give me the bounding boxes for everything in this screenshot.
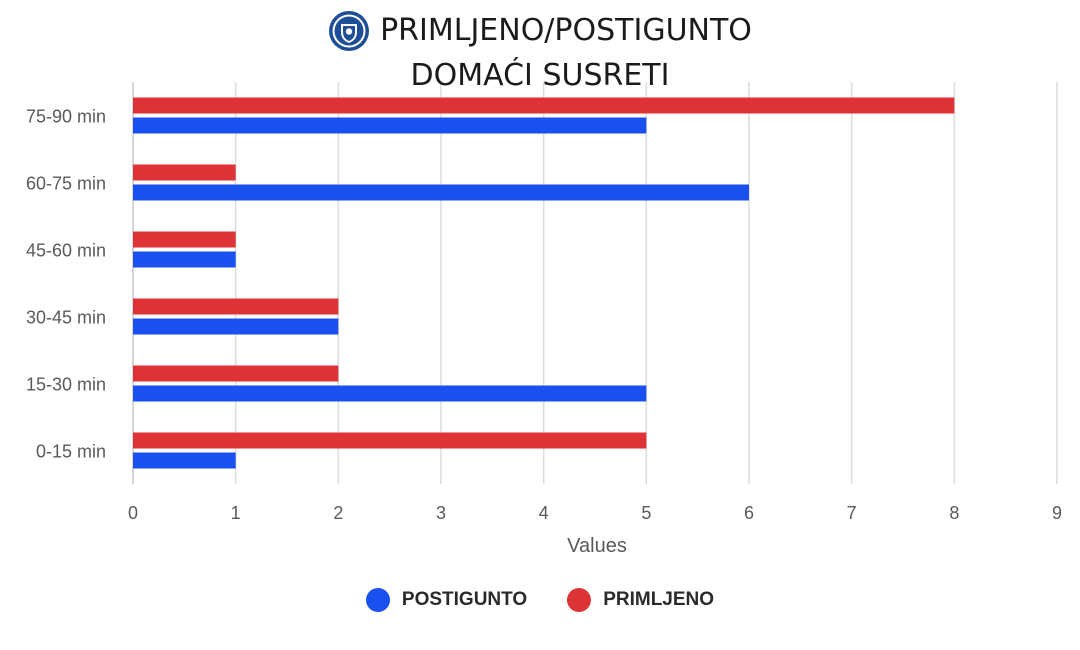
bar-primljeno-75-90-min [133,97,955,114]
x-tick-label-7: 7 [847,503,857,523]
bar-postigunto-45-60-min [133,251,236,268]
x-tick-label-6: 6 [744,503,754,523]
x-tick-label-8: 8 [949,503,959,523]
chart-legend: POSTIGUNTO PRIMLJENO [0,588,1080,612]
bar-postigunto-30-45-min [133,318,339,335]
legend-label-primljeno: PRIMLJENO [603,589,715,610]
x-tick-label-0: 0 [128,503,138,523]
legend-marker-primljeno [567,588,592,612]
chart-title-line-1: PRIMLJENO/POSTIGUNTO [380,13,752,48]
x-tick-label-3: 3 [436,503,446,523]
x-axis-title: Values [567,535,627,557]
x-tick-label-9: 9 [1052,503,1062,523]
legend-marker-postigunto [365,588,390,612]
chart-subtitle: DOMAĆI SUSRETI [410,58,670,93]
category-label: 15-30 min [26,375,106,395]
legend-label-postigunto: POSTIGUNTO [401,589,528,610]
chart-title: PRIMLJENO/POSTIGUNTO DOMAĆI SUSRETI [0,10,1080,95]
bar-postigunto-75-90-min [133,117,647,134]
bar-primljeno-45-60-min [133,231,236,248]
bar-postigunto-0-15-min [133,452,236,469]
category-label: 30-45 min [26,308,106,328]
x-tick-label-2: 2 [333,503,343,523]
x-tick-label-4: 4 [539,503,549,523]
bar-postigunto-15-30-min [133,385,647,402]
legend-item-postigunto[interactable]: POSTIGUNTO [365,588,528,612]
club-crest-icon [329,11,370,51]
category-label: 0-15 min [36,442,106,462]
bar-primljeno-0-15-min [133,432,647,449]
bar-primljeno-15-30-min [133,365,339,382]
x-tick-label-5: 5 [641,503,651,523]
bar-primljeno-60-75-min [133,164,236,181]
category-label: 45-60 min [26,241,106,261]
legend-item-primljeno[interactable]: PRIMLJENO [567,588,714,612]
bar-primljeno-30-45-min [133,298,339,315]
category-label: 60-75 min [26,174,106,194]
x-tick-label-1: 1 [231,503,241,523]
category-label: 75-90 min [26,107,106,127]
bar-postigunto-60-75-min [133,184,749,201]
